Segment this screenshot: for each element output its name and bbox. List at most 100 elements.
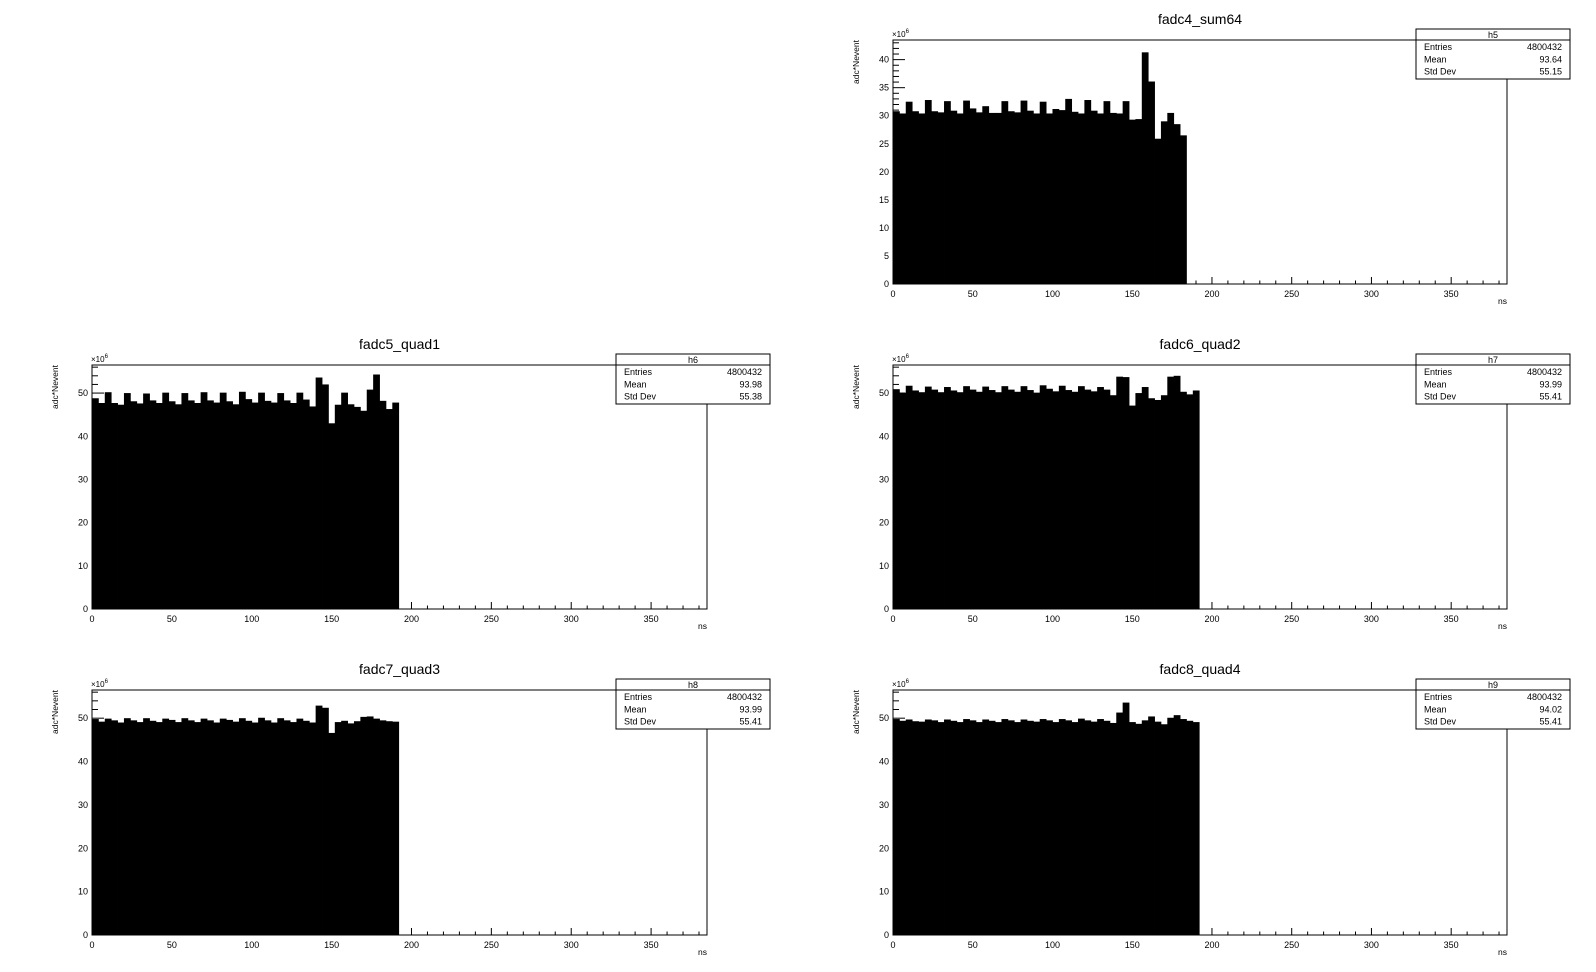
stats-box: h7 Entries 4800432 Mean 93.99 Std Dev 55.41: [1415, 353, 1571, 405]
x-tick-label: 350: [644, 614, 659, 624]
y-multiplier-label: ×106: [892, 29, 910, 39]
histogram-bar: [1154, 721, 1162, 935]
y-multiplier-label: ×106: [91, 679, 109, 689]
stats-row-label: Mean: [1424, 54, 1447, 64]
histogram-bar: [1058, 385, 1066, 609]
x-tick-label: 300: [564, 614, 579, 624]
stats-row-value: 4800432: [727, 692, 762, 702]
histogram-bar: [92, 398, 99, 609]
plot-frame: [892, 364, 1508, 610]
x-tick-label: 50: [968, 614, 978, 624]
x-tick-label: 300: [1364, 614, 1379, 624]
histogram-bar: [187, 720, 195, 935]
histogram-bar: [1192, 722, 1200, 935]
histogram-bar: [1097, 387, 1104, 609]
stats-histogram-name: h5: [1488, 30, 1498, 40]
y-axis-label: adc*Nevent: [50, 689, 60, 734]
histogram-bar: [232, 721, 240, 935]
histogram-bar: [905, 719, 913, 935]
histogram-bar: [924, 100, 932, 285]
x-tick-label: 200: [404, 940, 419, 950]
x-tick-label: 100: [1045, 614, 1060, 624]
y-tick-label: 30: [78, 474, 88, 484]
histogram-bar: [912, 390, 919, 609]
x-tick-label: 300: [564, 940, 579, 950]
histogram-bar: [899, 392, 907, 609]
stats-box: h5 Entries 4800432 Mean 93.64 Std Dev 55.15: [1415, 28, 1571, 80]
histogram-bar: [181, 393, 189, 609]
x-tick-label: 350: [1444, 940, 1459, 950]
histogram-bar: [92, 719, 99, 935]
histogram-bar: [956, 722, 964, 935]
y-tick-label: 10: [78, 561, 88, 571]
histogram-bar: [379, 720, 387, 935]
histogram-bar: [1097, 719, 1104, 935]
histogram-bar: [963, 100, 970, 284]
histogram-bar: [1058, 719, 1066, 935]
x-axis-label: ns: [1498, 947, 1507, 957]
histogram-bar: [988, 390, 996, 609]
histogram-bar: [175, 722, 182, 935]
histogram-bar: [1078, 718, 1085, 935]
y-tick-label: 0: [884, 930, 889, 940]
histogram-bar: [1033, 721, 1041, 935]
histogram-bar: [931, 720, 939, 935]
histogram-panel: 0 50 100 150 200 250 300 350 0 10 20 30 40 50 ×106 fadc…: [50, 661, 771, 957]
histogram-bar: [360, 410, 368, 609]
plot-frame: [892, 689, 1508, 936]
histogram-bar: [1160, 724, 1168, 935]
x-axis-label: ns: [1498, 621, 1507, 631]
histogram-bar: [353, 406, 361, 609]
histogram-bar: [194, 722, 202, 935]
x-tick-label: 50: [167, 614, 177, 624]
histogram-bar: [226, 719, 233, 935]
histogram-bar: [283, 400, 291, 609]
histogram-bar: [963, 719, 970, 935]
histogram-bar: [1135, 393, 1143, 609]
histogram-bar: [302, 399, 310, 609]
histogram-bar: [194, 403, 202, 609]
x-tick-label: 200: [404, 614, 419, 624]
histogram-panel: 0 50 100 150 200 250 300 350 0 10 20 30 40 50 ×106 fadc…: [851, 661, 1571, 957]
histogram-bar: [893, 389, 900, 609]
x-tick-label: 0: [890, 289, 895, 299]
histogram-bar: [1020, 386, 1028, 609]
x-tick-label: 150: [1125, 289, 1140, 299]
histogram-bar: [1071, 391, 1079, 609]
histogram-bar: [975, 391, 983, 609]
histogram-bar: [1109, 395, 1117, 609]
histogram-bar: [104, 392, 112, 609]
y-tick-label: 0: [83, 930, 88, 940]
histogram-bar: [341, 392, 348, 609]
histogram-panel: 0 50 100 150 200 250 300 350 0 10 20 30 40 50 ×106 fadc…: [851, 336, 1571, 631]
histogram-bar: [924, 386, 932, 609]
stats-box-frame: [615, 353, 771, 405]
histogram-bar: [277, 718, 285, 935]
histogram-bar: [1001, 386, 1009, 609]
histogram-bar: [1122, 377, 1130, 609]
histogram-bar: [1167, 112, 1175, 284]
histogram-bar: [1129, 722, 1136, 935]
stats-row-value: 55.41: [739, 717, 762, 727]
y-tick-label: 40: [879, 55, 889, 65]
histogram-bar: [937, 392, 945, 609]
histogram-bar: [918, 721, 926, 935]
histogram-bar: [366, 716, 374, 935]
histogram-bar: [944, 387, 951, 609]
histogram-bar: [899, 720, 907, 935]
histogram-bar: [1186, 394, 1194, 609]
stats-row-label: Std Dev: [1424, 67, 1457, 77]
x-tick-label: 350: [1444, 289, 1459, 299]
histogram-bar: [143, 718, 150, 935]
chart-title: fadc4_sum64: [1158, 11, 1242, 27]
histogram-bar: [944, 719, 951, 935]
y-axis-label: adc*Nevent: [851, 39, 861, 84]
y-tick-label: 40: [78, 431, 88, 441]
histogram-bar: [1116, 113, 1124, 284]
histogram-bar: [1001, 719, 1009, 935]
histogram-bar: [1001, 101, 1009, 284]
histogram-bar: [1014, 112, 1021, 284]
histogram-bar: [944, 101, 951, 284]
histogram-bar: [111, 720, 118, 935]
histogram-bar: [1046, 113, 1053, 284]
